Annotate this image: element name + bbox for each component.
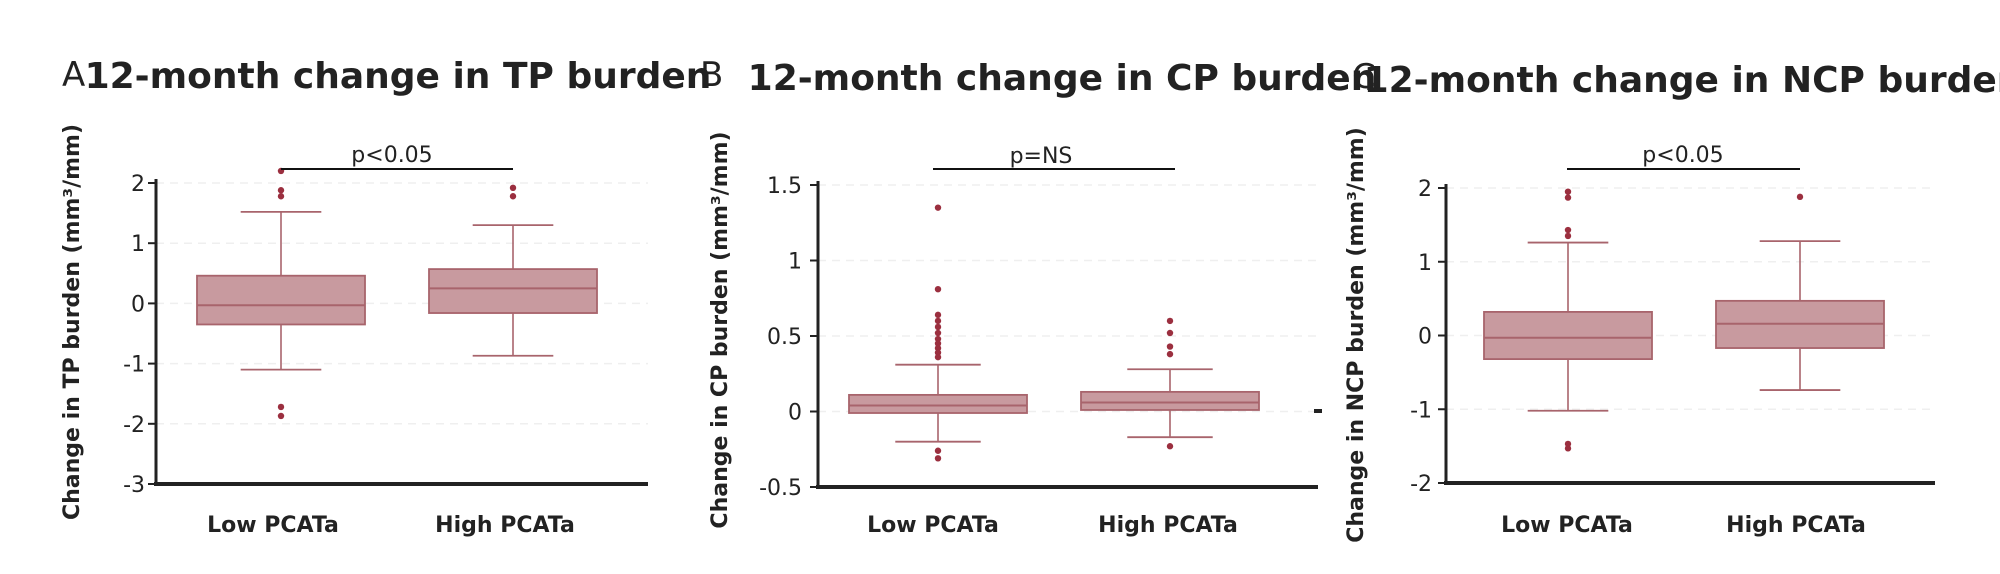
outlier-point (934, 329, 942, 337)
y-tick-label: 2 (1418, 177, 1432, 202)
y-tick-label: -0.5 (759, 476, 802, 501)
outlier-point (1564, 445, 1572, 452)
y-tick-label: 0.5 (767, 325, 802, 350)
chart-title: 12-month change in TP burden (85, 56, 712, 97)
plot-area: 1.5 1 0.5 0 -0.5 (759, 168, 1322, 501)
outlier-point (934, 335, 942, 343)
y-tick-label: -1 (1410, 398, 1432, 423)
y-tick-label: 1 (788, 250, 802, 275)
category-label: Low PCATa (207, 513, 339, 538)
outlier-point (509, 184, 517, 192)
y-tick-label: 2 (131, 172, 145, 197)
outlier-point (934, 447, 942, 454)
category-label: High PCATa (1726, 513, 1866, 538)
y-tick-label: 0 (131, 292, 145, 317)
outlier-point (1166, 350, 1174, 358)
box (428, 268, 598, 314)
significance-label: p<0.05 (351, 143, 432, 168)
y-tick-label: -2 (123, 413, 145, 438)
chart-title: 12-month change in CP burden (748, 58, 1377, 99)
significance-label: p<0.05 (1642, 143, 1723, 168)
panel-letter: B (700, 55, 723, 95)
panel-c: C 12-month change in NCP burden Change i… (1344, 57, 2000, 543)
outlier-point (1564, 188, 1572, 195)
outlier-point (277, 403, 285, 411)
panel-b: B 12-month change in CP burden Change in… (700, 55, 1376, 538)
outlier-point (934, 349, 942, 356)
y-axis-label: Change in CP burden (mm³/mm) (708, 131, 733, 528)
box (196, 274, 366, 326)
outlier-point (509, 193, 517, 200)
outlier-point (1796, 193, 1804, 201)
outlier-point (1166, 317, 1174, 325)
outlier-point (934, 344, 942, 352)
outlier-point (934, 285, 942, 293)
outlier-point (1564, 232, 1572, 240)
outlier-point (277, 412, 285, 420)
outlier-point (1564, 226, 1572, 234)
chart-title: 12-month change in NCP burden (1364, 60, 2000, 101)
y-tick-label: 1 (131, 232, 145, 257)
plot-area: 2 1 0 -1 -2 (1410, 168, 1935, 497)
outlier-point (934, 455, 942, 462)
y-tick-label: 0 (788, 401, 802, 426)
box (848, 393, 1028, 414)
plot-area: 2 1 0 -1 -2 -3 (123, 167, 648, 498)
outlier-point (1564, 194, 1572, 201)
y-tick-label: -3 (123, 473, 145, 498)
panel-a: A 12-month change in TP burden Change in… (60, 55, 711, 538)
category-label: High PCATa (1098, 513, 1238, 538)
y-tick-label: 0 (1418, 325, 1432, 350)
outlier-point (1166, 443, 1174, 450)
outlier-point (1166, 343, 1174, 350)
box (1080, 390, 1260, 411)
outlier-point (934, 340, 942, 347)
category-label: High PCATa (435, 513, 575, 538)
category-label: Low PCATa (867, 513, 999, 538)
y-tick-label: 1 (1418, 251, 1432, 276)
outlier-point (934, 204, 942, 211)
y-tick-label: -2 (1410, 472, 1432, 497)
box (1483, 310, 1653, 360)
outlier-point (1564, 440, 1572, 448)
category-label: Low PCATa (1501, 513, 1633, 538)
outlier-point (277, 193, 285, 200)
panel-letter: A (62, 55, 85, 95)
panel-letter: C (1352, 57, 1376, 97)
y-tick-label: -1 (123, 353, 145, 378)
y-axis-label: Change in TP burden (mm³/mm) (60, 124, 85, 520)
outlier-point (934, 311, 942, 319)
outlier-point (934, 323, 942, 331)
outlier-point (934, 353, 942, 361)
y-tick-label: 1.5 (767, 174, 802, 199)
y-axis-label: Change in NCP burden (mm³/mm) (1344, 127, 1369, 543)
significance-label: p=NS (1010, 144, 1073, 169)
outlier-point (277, 187, 285, 194)
outlier-point (1166, 329, 1174, 337)
outlier-point (934, 317, 942, 325)
